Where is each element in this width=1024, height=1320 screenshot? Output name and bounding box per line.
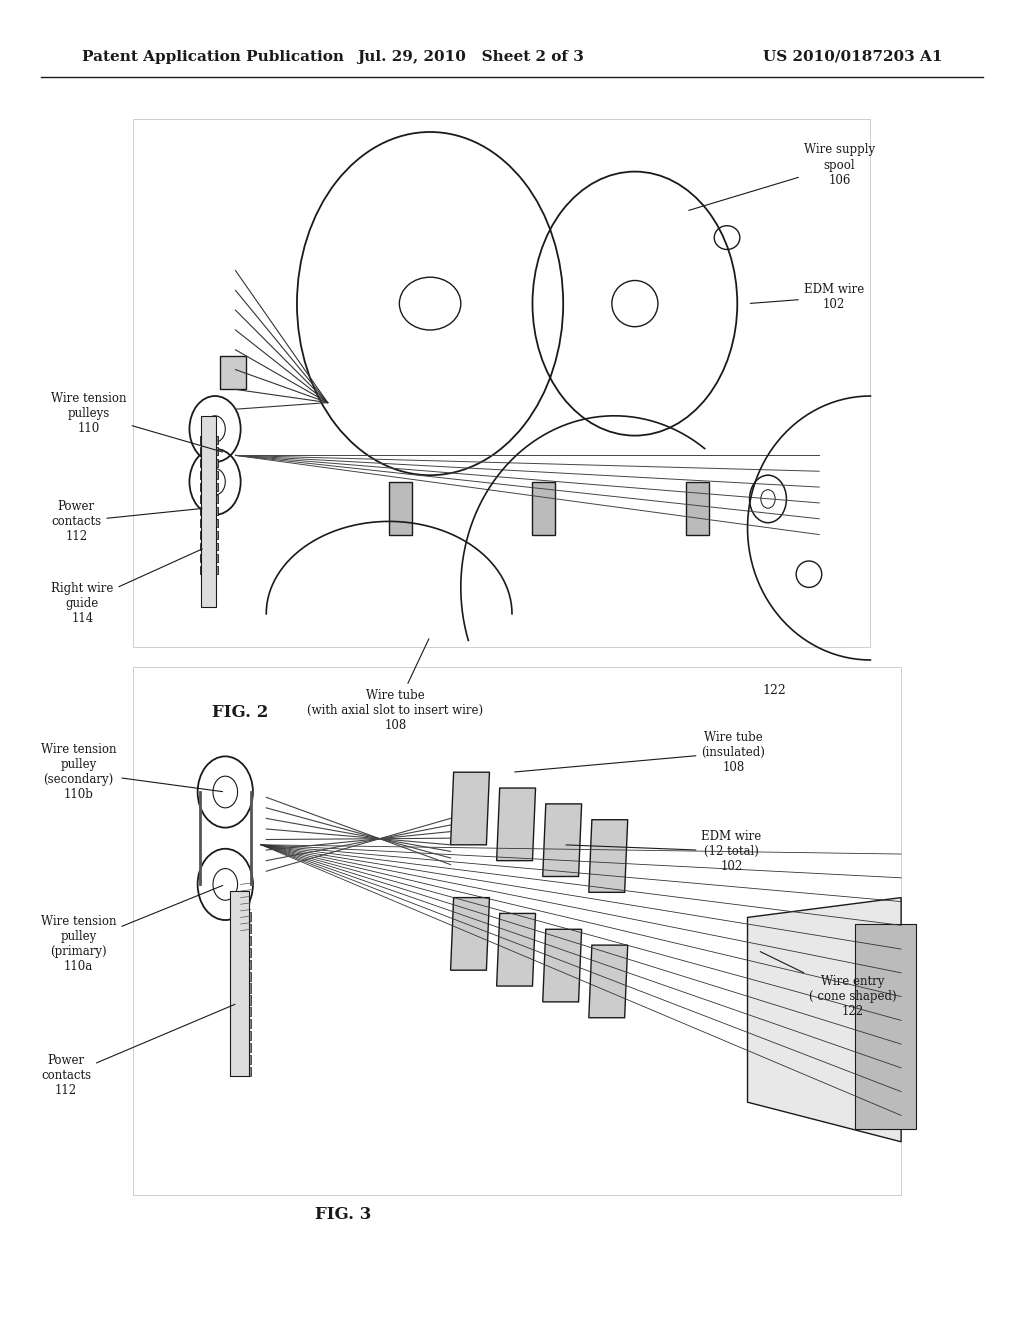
Bar (686, 482, 709, 535)
Text: Power
contacts
112: Power contacts 112 (41, 1005, 236, 1097)
Bar (230, 1067, 251, 1076)
Bar (200, 566, 218, 574)
Bar (389, 482, 412, 535)
Text: Wire entry
( cone shaped)
122: Wire entry ( cone shaped) 122 (760, 952, 897, 1018)
Text: EDM wire
(12 total)
102: EDM wire (12 total) 102 (566, 830, 762, 873)
Bar (200, 495, 218, 503)
Bar (855, 924, 916, 1129)
Text: FIG. 3: FIG. 3 (314, 1206, 372, 1222)
Bar (133, 119, 870, 647)
Bar (230, 936, 251, 945)
Bar (200, 436, 218, 444)
Bar (230, 891, 249, 1076)
Polygon shape (497, 913, 536, 986)
Bar (200, 554, 218, 562)
Text: Wire tension
pulleys
110: Wire tension pulleys 110 (51, 392, 222, 451)
Bar (200, 471, 218, 479)
Bar (230, 1019, 251, 1028)
Polygon shape (589, 820, 628, 892)
Text: FIG. 2: FIG. 2 (212, 705, 269, 721)
Polygon shape (589, 945, 628, 1018)
Bar (200, 543, 218, 550)
Text: Wire supply
spool
106: Wire supply spool 106 (689, 144, 874, 210)
Bar (532, 482, 555, 535)
Polygon shape (543, 929, 582, 1002)
Bar (230, 1031, 251, 1040)
Bar (230, 912, 251, 921)
Bar (220, 356, 246, 389)
Polygon shape (543, 804, 582, 876)
Bar (230, 972, 251, 981)
Text: Jul. 29, 2010   Sheet 2 of 3: Jul. 29, 2010 Sheet 2 of 3 (357, 50, 585, 63)
Text: EDM wire
102: EDM wire 102 (751, 282, 864, 312)
Polygon shape (497, 788, 536, 861)
Bar (230, 924, 251, 933)
Text: 122: 122 (763, 684, 786, 697)
Polygon shape (451, 898, 489, 970)
Text: Power
contacts
112: Power contacts 112 (51, 500, 202, 543)
Polygon shape (748, 898, 901, 1142)
Bar (200, 519, 218, 527)
Bar (133, 667, 901, 1195)
Text: Wire tension
pulley
(secondary)
110b: Wire tension pulley (secondary) 110b (41, 743, 222, 801)
Bar (230, 1043, 251, 1052)
Bar (230, 983, 251, 993)
Bar (200, 483, 218, 491)
Bar (200, 507, 218, 515)
Bar (230, 1055, 251, 1064)
Text: Right wire
guide
114: Right wire guide 114 (51, 549, 203, 624)
Text: Patent Application Publication: Patent Application Publication (82, 50, 344, 63)
Bar (200, 531, 218, 539)
Bar (230, 960, 251, 969)
Bar (200, 459, 218, 467)
Bar (201, 416, 216, 607)
Polygon shape (451, 772, 489, 845)
Bar (230, 1007, 251, 1016)
Text: Wire tube
(insulated)
108: Wire tube (insulated) 108 (515, 731, 765, 774)
Bar (230, 948, 251, 957)
Text: Wire tension
pulley
(primary)
110a: Wire tension pulley (primary) 110a (41, 886, 222, 973)
Bar (230, 995, 251, 1005)
Bar (200, 447, 218, 455)
Text: US 2010/0187203 A1: US 2010/0187203 A1 (763, 50, 942, 63)
Text: Wire tube
(with axial slot to insert wire)
108: Wire tube (with axial slot to insert wir… (307, 639, 483, 731)
